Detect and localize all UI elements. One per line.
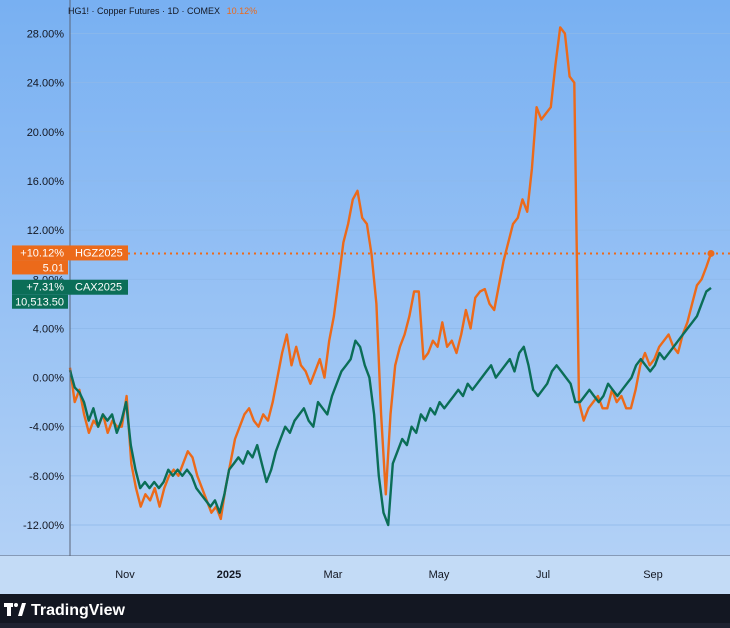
grid — [70, 33, 730, 526]
y-tick-label: 0.00% — [33, 373, 64, 385]
plot-background — [0, 0, 730, 594]
x-tick-label: Sep — [643, 569, 663, 581]
label-hgz-name: HGZ2025 — [75, 247, 123, 259]
tradingview-logo[interactable]: TradingView — [0, 594, 200, 623]
label-hgz-row1 — [12, 245, 128, 261]
logo-bar: TradingView — [0, 594, 730, 623]
label-hgz-row2 — [12, 260, 68, 275]
series-line-hgz2025 — [68, 26, 713, 521]
x-tick-label: May — [429, 569, 450, 581]
x-tick-label: 2025 — [217, 569, 241, 581]
x-tick-label: Mar — [324, 569, 343, 581]
y-tick-label: 20.00% — [27, 127, 65, 139]
y-tick-label: 28.00% — [27, 29, 65, 41]
y-tick-label: -8.00% — [29, 471, 64, 483]
symbol-title: HG1! · Copper Futures · 1D · COMEX — [68, 6, 220, 16]
y-tick-label: -4.00% — [29, 422, 64, 434]
tradingview-logo-icon — [4, 603, 26, 616]
series-layer — [68, 26, 730, 527]
last-price-marker — [707, 249, 715, 257]
x-axis: Nov 2025 Mar May Jul Sep — [115, 569, 663, 581]
brand-name: TradingView — [31, 602, 126, 619]
x-tick-label: Nov — [115, 569, 135, 581]
y-tick-label: 12.00% — [27, 225, 65, 237]
symbol-change: 10.12% — [227, 6, 258, 16]
y-tick-label: 16.00% — [27, 176, 65, 188]
series-line-cax2025 — [68, 286, 712, 527]
label-cax-price: 10,513.50 — [15, 297, 64, 309]
price-labels: +10.12% HGZ2025 5.01 +7.31% CAX2025 10,513.50 — [12, 245, 128, 309]
x-axis-band — [0, 556, 730, 594]
label-cax-name: CAX2025 — [75, 282, 122, 294]
x-tick-label: Jul — [536, 569, 550, 581]
symbol-header: HG1! · Copper Futures · 1D · COMEX 10.12… — [68, 6, 257, 16]
label-cax-pct: +7.31% — [26, 282, 64, 294]
y-tick-label: -12.00% — [23, 520, 64, 532]
label-cax-row2 — [12, 294, 68, 309]
label-hgz-price: 5.01 — [43, 262, 64, 274]
label-hgz-pct: +10.12% — [20, 247, 64, 259]
chart-svg[interactable]: 28.00%24.00%20.00%16.00%12.00%8.00%4.00%… — [0, 0, 730, 594]
y-tick-label: 24.00% — [27, 78, 65, 90]
y-axis: 28.00%24.00%20.00%16.00%12.00%8.00%4.00%… — [0, 0, 730, 594]
y-tick-label: 4.00% — [33, 323, 64, 335]
label-cax-row1 — [12, 279, 128, 295]
